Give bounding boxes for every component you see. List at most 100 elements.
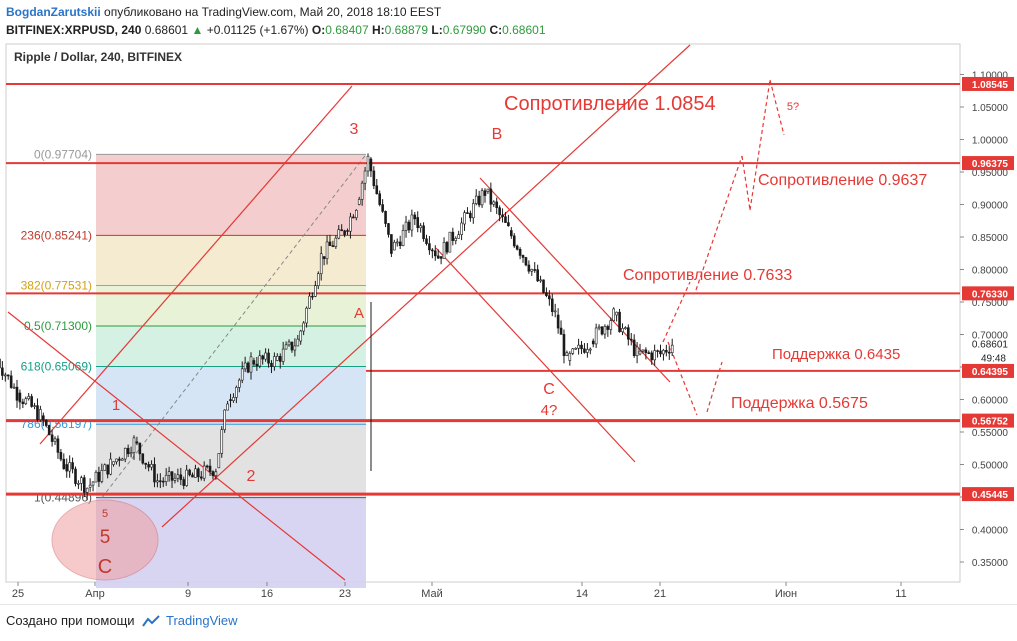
candle-body [28,396,30,398]
candle-body [151,464,153,467]
fib-level-label: 0(0.97704) [34,147,92,161]
level-annotation: Поддержка 0.5675 [731,395,868,412]
candle-body [399,242,401,246]
candle-body [572,349,574,354]
candle-body [522,255,524,257]
price-chart[interactable]: Ripple / Dollar, 240, BITFINEX0(0.97704)… [0,40,1017,604]
price-tag-label: 0.56752 [972,417,1009,428]
candle-body [168,472,170,476]
candle-body [300,331,302,341]
candle-body [434,251,436,256]
candle-body [323,257,325,259]
y-tick-label: 0.80000 [972,266,1009,277]
candle-body [534,270,536,271]
candle-body [285,345,287,349]
x-tick-label: 9 [185,588,191,600]
candle-body [338,230,340,238]
candle-body [288,342,290,345]
candle-body [320,254,322,274]
candle-body [48,425,50,434]
candle-body [499,208,501,215]
price-tag-label: 0.45445 [972,490,1009,501]
author-link[interactable]: BogdanZarutskii [6,5,101,19]
candle-body [303,323,305,331]
candle-body [426,239,428,244]
candle-body [475,196,477,203]
wave-label: C [543,381,555,398]
candle-body [174,478,176,480]
fib-zone [96,424,366,497]
candle-body [431,250,433,251]
candle-body [218,453,220,467]
candle-body [329,242,331,246]
fib-level-label: 236(0.85241) [21,228,92,242]
candle-body [98,472,100,481]
candle-body [7,375,9,376]
candle-body [180,475,182,480]
price-tag-label: 0.96375 [972,159,1009,170]
candle-body [624,328,626,329]
candle-body [115,459,117,462]
candle-body [619,312,621,332]
candle-body [578,345,580,348]
candle-body [253,361,255,365]
candle-body [63,459,65,469]
candle-body [192,475,194,477]
candle-body [121,459,123,460]
candle-body [575,348,577,349]
candle-body [224,410,226,430]
candle-body [215,472,217,476]
candle-body [75,469,77,484]
candle-body [259,356,261,366]
candle-body [69,463,71,471]
candle-body [408,222,410,230]
candle-body [452,232,454,240]
tradingview-link[interactable]: TradingView [166,613,238,628]
candle-body [124,448,126,459]
candle-body [531,269,533,271]
candle-body [396,242,398,243]
candle-body [654,351,656,360]
candle-body [89,485,91,487]
level-annotation: Сопротивление 0.9637 [758,172,927,189]
candle-body [309,296,311,308]
candle-body [385,211,387,223]
candle-body [262,356,264,359]
wave-label: 2 [247,468,256,485]
candle-body [648,353,650,354]
y-tick-label: 0.35000 [972,558,1009,569]
candle-body [355,210,357,217]
candle-body [291,342,293,350]
candle-body [221,430,223,454]
candle-body [273,357,275,367]
candle-body [543,280,545,293]
candle-body [376,186,378,194]
fib-level-label: 0.5(0.71300) [24,319,92,333]
candle-body [241,369,243,380]
candle-body [589,349,591,350]
high-value: 0.68879 [385,23,428,37]
candle-body [127,448,129,454]
wave-label: 5 [102,508,108,520]
candle-body [443,242,445,258]
wave-label: A [354,305,364,322]
candle-body [478,196,480,205]
candle-body [423,226,425,239]
candle-body [493,202,495,204]
candle-body [297,339,299,346]
candle-body [540,280,542,281]
candle-body [294,346,296,350]
candle-body [171,472,173,481]
level-annotation: Поддержка 0.6435 [772,346,900,363]
candle-body [361,183,363,199]
candle-body [402,230,404,245]
candle-body [621,328,623,331]
fib-zone [96,326,366,367]
candle-body [645,350,647,353]
candle-body [19,393,21,402]
candle-body [569,353,571,360]
candle-body [364,171,366,183]
candle-body [472,204,474,218]
candle-body [437,256,439,258]
published-text: опубликовано на TradingView.com, Май 20,… [104,5,441,19]
